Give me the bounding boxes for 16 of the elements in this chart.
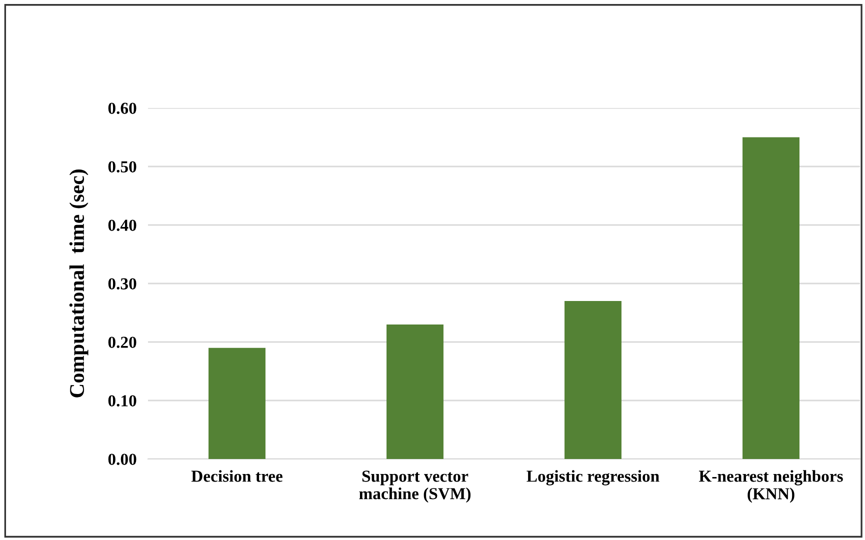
y-tick-label: 0.50 [108, 161, 136, 173]
y-tick-label: 0.60 [108, 102, 136, 114]
y-tick-label: 0.40 [108, 220, 136, 232]
bar [386, 324, 444, 459]
bar [564, 301, 622, 459]
y-tick-label: 0.10 [108, 395, 136, 407]
bar [208, 348, 266, 459]
y-axis-title: Computational time (sec) [69, 170, 88, 398]
y-tick-label: 0.00 [108, 454, 136, 466]
x-tick-label: K-nearest neighbors (KNN) [698, 470, 843, 503]
bar [742, 137, 800, 459]
y-tick-label: 0.30 [108, 278, 136, 290]
x-tick-label: Decision tree [191, 470, 282, 482]
x-tick-label: Logistic regression [526, 470, 660, 486]
x-tick-label: Support vector machine (SVM) [359, 470, 471, 503]
y-tick-label: 0.20 [108, 336, 136, 348]
